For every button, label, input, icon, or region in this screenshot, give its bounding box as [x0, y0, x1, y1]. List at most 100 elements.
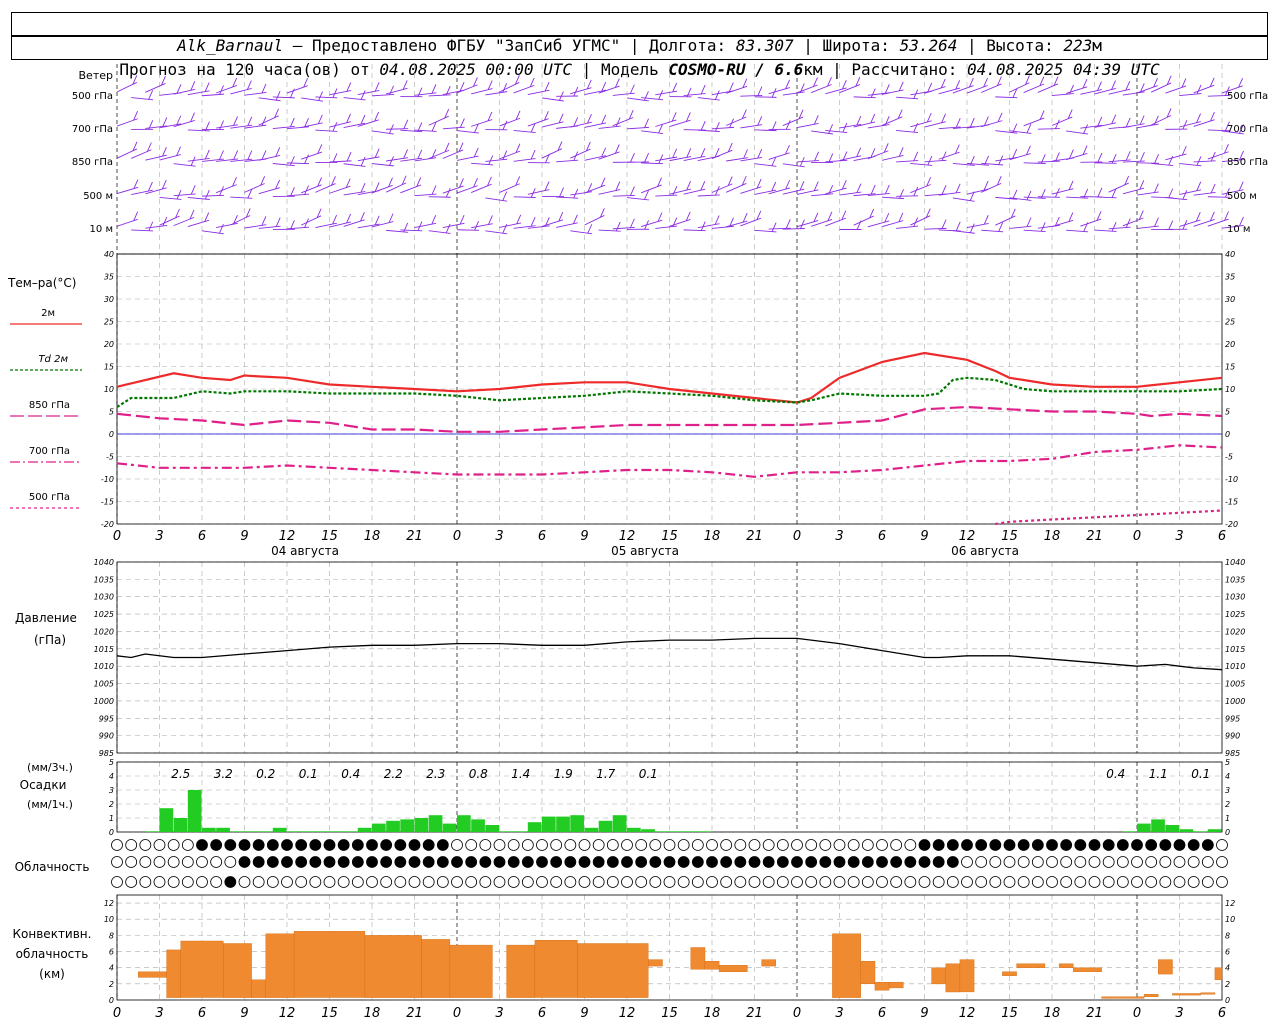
cloud-cover-symbol [295, 876, 308, 888]
x-tick-label: 9 [580, 529, 588, 544]
cloud-cover-symbol [989, 856, 1002, 868]
wind-barb-feather [374, 82, 380, 92]
wind-barb [641, 97, 664, 101]
precip-bar [216, 827, 230, 832]
wind-barb [740, 217, 762, 227]
wind-barb [697, 223, 720, 229]
precip-bar [1193, 831, 1208, 832]
wind-barb [1193, 84, 1215, 94]
altitude-unit: м [1092, 36, 1102, 55]
wind-barb-feather [360, 212, 365, 222]
precip-bar [372, 823, 386, 832]
wind-barb-feather [714, 90, 720, 100]
cloud-cover-symbol [975, 856, 988, 868]
wind-barb [867, 220, 890, 228]
wind-barb-feather [615, 221, 621, 232]
wind-barb [952, 197, 975, 202]
cloud-cover-symbol [918, 876, 931, 888]
wind-barb [796, 189, 819, 195]
wind-title: Ветер [79, 69, 113, 82]
wind-barb [315, 96, 338, 99]
t700-line [116, 444, 1223, 478]
conv-cloud-bar [832, 933, 861, 998]
wind-barb-feather [842, 122, 848, 133]
wind-barb [301, 97, 323, 102]
wind-barb [1051, 219, 1074, 228]
y-tick-label-left: 990 [99, 732, 114, 741]
wind-barb-feather [1168, 188, 1174, 198]
cloud-cover-symbol [1159, 839, 1172, 851]
legend-2m-label: 2м [41, 308, 55, 319]
wind-barb [881, 154, 904, 161]
wind-barb [910, 184, 931, 194]
cloud-cover-symbol [465, 839, 478, 851]
wind-barb-feather [1010, 208, 1016, 218]
wind-barb [159, 215, 180, 226]
wind-barb-feather [232, 77, 238, 88]
wind-barb-feather [204, 82, 210, 92]
wind-barb-feather [1224, 211, 1229, 221]
wind-barb [839, 84, 861, 94]
cloud-cover-symbol [153, 876, 166, 888]
wind-barb [768, 187, 790, 195]
wind-barb [527, 89, 550, 95]
cloud-cover-symbol [578, 856, 591, 868]
wind-barb [1066, 229, 1089, 233]
wind-barb [655, 194, 678, 197]
wind-barb [1179, 163, 1202, 167]
wind-barb-feather [403, 149, 408, 159]
wind-barb-feather [1025, 145, 1031, 155]
wind-barb [1023, 117, 1045, 127]
wind-barb-feather [1210, 183, 1216, 194]
wind-barb-feather [1097, 187, 1103, 198]
wind-barb [796, 160, 819, 163]
cloud-cover-symbol [720, 839, 733, 851]
precip-bar [414, 818, 429, 832]
wind-barb-feather [304, 154, 309, 164]
cloud-cover-symbol [1187, 839, 1200, 851]
wind-barb [726, 157, 748, 162]
wind-barb [896, 96, 919, 100]
wind-barb-feather [614, 144, 620, 154]
wind-barb [414, 193, 437, 197]
wind-barb-feather [1026, 190, 1032, 201]
y-tick-label-left: -15 [101, 498, 114, 507]
wind-barb-feather [941, 151, 947, 161]
cloud-cover-symbol [351, 856, 364, 868]
wind-barb [201, 230, 224, 235]
y-tick-label-left: -10 [101, 475, 114, 484]
wind-barb-feather [870, 113, 876, 124]
wind-barb [300, 215, 322, 226]
wind-barb [1023, 83, 1045, 93]
wind-barb [187, 219, 210, 228]
wind-barb [1122, 187, 1145, 195]
cloud-cover-symbol [791, 856, 803, 868]
wind-barb-feather [431, 185, 437, 195]
wind-barb [1023, 196, 1046, 199]
wind-barb [230, 196, 253, 199]
y-tick-label-left: 15 [104, 363, 114, 372]
cloud-cover-symbol [819, 839, 832, 851]
cloud-cover-symbol [224, 856, 237, 868]
conv-cloud-bar [577, 943, 649, 998]
conv-cloud-bar [1101, 996, 1145, 999]
cloud-cover-symbol [1201, 839, 1214, 851]
wind-barb-feather [1225, 121, 1230, 131]
wind-barb [584, 215, 605, 226]
wind-barb [938, 87, 961, 95]
wind-barb-feather [785, 219, 791, 229]
precipitation-panel: 5 5 4 4 3 3 2 2 1 1 0 0 2.5 3.2 0.2 0.1 0.4 2.2 2.3 0.8 1.4 1… [109, 758, 1230, 837]
wind-barb [811, 219, 833, 227]
wind-barb-feather [714, 122, 720, 132]
wind-barb [187, 129, 210, 132]
cloud-cover-symbol [890, 876, 903, 888]
wind-level-700hpa-right: 700 гПа [1227, 124, 1268, 135]
t850-line [116, 405, 1223, 433]
wind-barb [315, 129, 338, 132]
wind-barb-feather [1210, 151, 1216, 162]
cloud-cover-symbol [1003, 839, 1016, 851]
wind-barb [272, 163, 295, 167]
cloud-cover-symbol [281, 839, 293, 851]
cloud-cover-symbol [337, 839, 350, 851]
